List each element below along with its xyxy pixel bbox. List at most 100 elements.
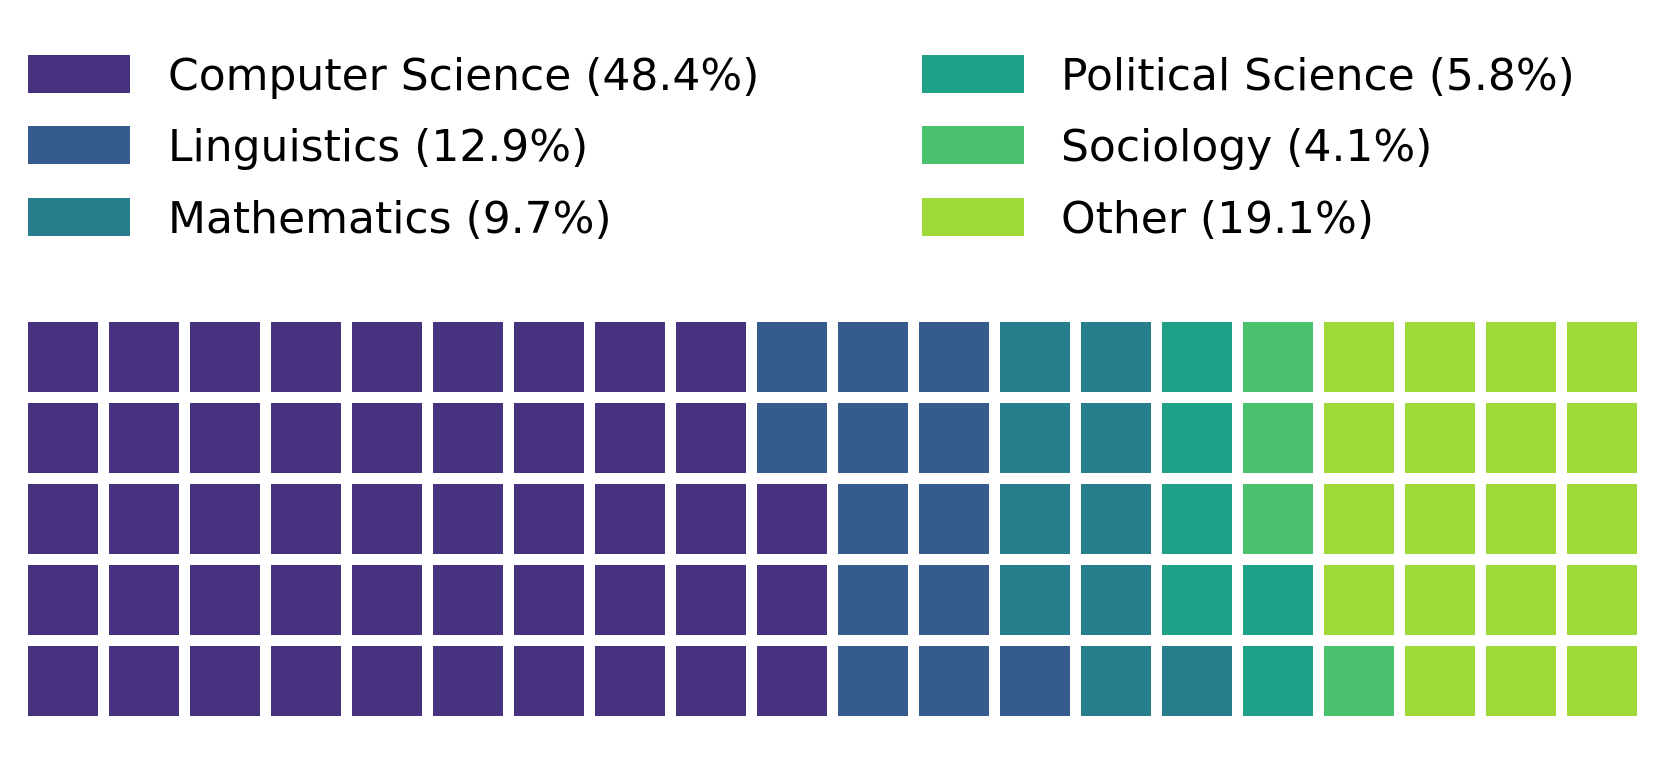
waffle-cell-computer-science [514,322,584,392]
waffle-cell-political-science [1243,565,1313,635]
legend-swatch-political-science [922,55,1024,93]
legend: Computer Science (48.4%) Linguistics (12… [28,50,1575,244]
waffle-cell-computer-science [676,565,746,635]
waffle-cell-computer-science [676,646,746,716]
waffle-cell-computer-science [514,484,584,554]
waffle-cell-computer-science [190,565,260,635]
waffle-cell-computer-science [271,565,341,635]
waffle-cell-computer-science [595,646,665,716]
waffle-cell-linguistics [919,565,989,635]
waffle-cell-computer-science [595,322,665,392]
waffle-cell-computer-science [433,322,503,392]
legend-swatch-computer-science [28,55,130,93]
legend-label-other: Other (19.1%) [1061,193,1374,244]
legend-item-mathematics: Mathematics (9.7%) [28,193,612,244]
waffle-cell-other [1405,484,1475,554]
legend-swatch-mathematics [28,198,130,236]
waffle-cell-computer-science [109,322,179,392]
waffle-cell-other [1567,322,1637,392]
waffle-cell-linguistics [838,484,908,554]
waffle-cell-computer-science [271,646,341,716]
waffle-cell-other [1567,484,1637,554]
waffle-cell-computer-science [28,403,98,473]
waffle-cell-linguistics [1000,646,1070,716]
waffle-cell-computer-science [28,484,98,554]
waffle-cell-linguistics [838,565,908,635]
waffle-cell-political-science [1162,403,1232,473]
waffle-cell-mathematics [1000,565,1070,635]
waffle-cell-computer-science [676,322,746,392]
waffle-cell-computer-science [190,403,260,473]
waffle-cell-linguistics [838,322,908,392]
waffle-cell-other [1405,646,1475,716]
waffle-cell-mathematics [1000,403,1070,473]
waffle-cell-computer-science [109,403,179,473]
waffle-cell-computer-science [433,484,503,554]
waffle-cell-mathematics [1000,322,1070,392]
waffle-cell-other [1486,565,1556,635]
waffle-cell-computer-science [190,646,260,716]
waffle-cell-computer-science [595,484,665,554]
waffle-cell-other [1486,484,1556,554]
waffle-cell-computer-science [190,484,260,554]
waffle-cell-computer-science [433,646,503,716]
waffle-cell-other [1567,403,1637,473]
legend-item-political-science: Political Science (5.8%) [922,50,1575,101]
waffle-cell-political-science [1243,646,1313,716]
waffle-cell-computer-science [757,484,827,554]
waffle-cell-computer-science [676,484,746,554]
waffle-cell-sociology [1324,646,1394,716]
waffle-cell-mathematics [1000,484,1070,554]
waffle-cell-linguistics [919,646,989,716]
waffle-cell-computer-science [352,484,422,554]
waffle-cell-computer-science [352,403,422,473]
waffle-cell-other [1324,565,1394,635]
waffle-cell-computer-science [271,403,341,473]
waffle-cell-sociology [1243,322,1313,392]
waffle-cell-other [1324,322,1394,392]
waffle-cell-linguistics [919,484,989,554]
waffle-cell-political-science [1162,322,1232,392]
legend-swatch-linguistics [28,126,130,164]
waffle-cell-computer-science [109,484,179,554]
waffle-cell-computer-science [595,565,665,635]
waffle-cell-mathematics [1081,484,1151,554]
waffle-cell-computer-science [433,565,503,635]
legend-label-linguistics: Linguistics (12.9%) [168,121,588,172]
legend-swatch-sociology [922,126,1024,164]
waffle-cell-computer-science [352,322,422,392]
waffle-cell-computer-science [514,646,584,716]
legend-item-computer-science: Computer Science (48.4%) [28,50,759,101]
waffle-cell-linguistics [757,403,827,473]
waffle-cell-linguistics [919,403,989,473]
legend-item-other: Other (19.1%) [922,193,1374,244]
legend-label-political-science: Political Science (5.8%) [1061,50,1575,101]
waffle-cell-other [1486,403,1556,473]
waffle-cell-sociology [1243,403,1313,473]
waffle-cell-computer-science [109,565,179,635]
waffle-cell-other [1405,403,1475,473]
waffle-cell-linguistics [919,322,989,392]
waffle-cell-computer-science [514,565,584,635]
waffle-cell-computer-science [433,403,503,473]
waffle-cell-mathematics [1081,646,1151,716]
waffle-cell-sociology [1243,484,1313,554]
waffle-cell-other [1486,322,1556,392]
waffle-cell-computer-science [109,646,179,716]
waffle-cell-computer-science [595,403,665,473]
waffle-cell-computer-science [757,646,827,716]
waffle-cell-computer-science [757,565,827,635]
waffle-cell-computer-science [676,403,746,473]
waffle-cell-computer-science [28,565,98,635]
legend-label-computer-science: Computer Science (48.4%) [168,50,759,101]
legend-item-sociology: Sociology (4.1%) [922,121,1432,172]
waffle-cell-computer-science [28,322,98,392]
waffle-cell-computer-science [271,484,341,554]
waffle-cell-other [1486,646,1556,716]
waffle-cell-computer-science [514,403,584,473]
waffle-cell-other [1567,565,1637,635]
waffle-grid [28,322,1637,716]
waffle-cell-computer-science [190,322,260,392]
